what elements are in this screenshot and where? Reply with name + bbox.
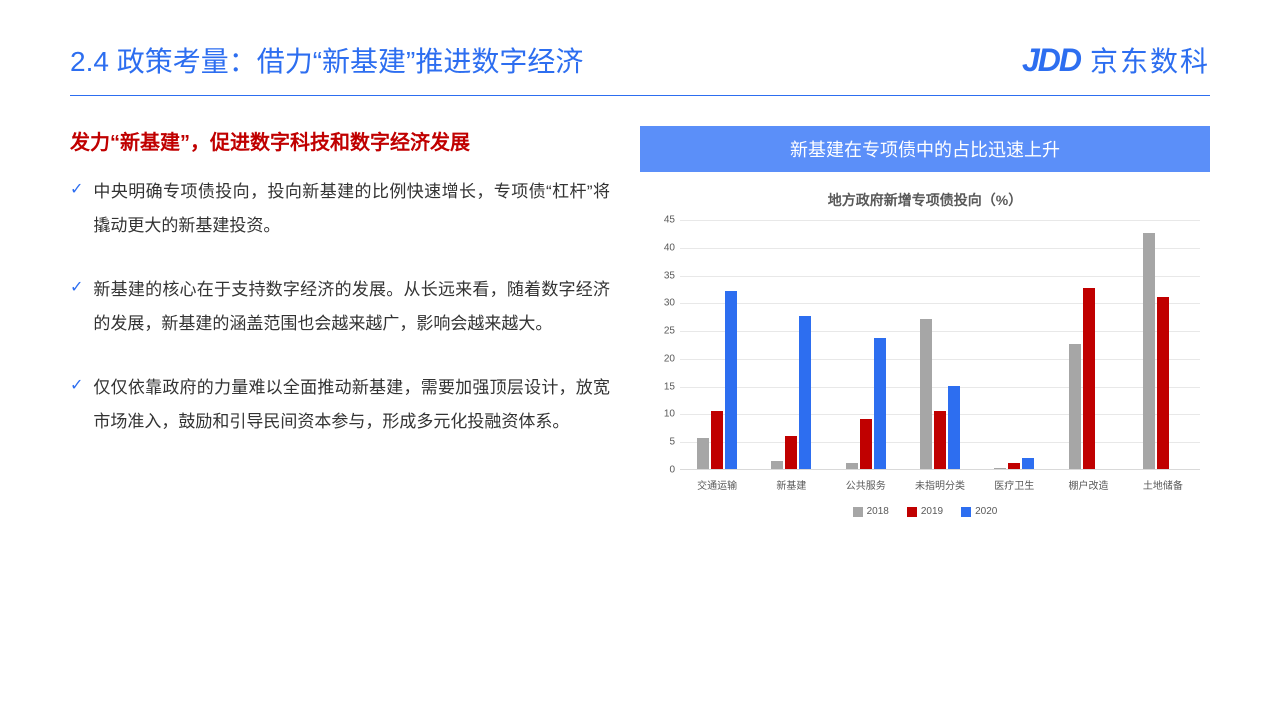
bullet-item: ✓ 中央明确专项债投向，投向新基建的比例快速增长，专项债“杠杆”将撬动更大的新基建… [70, 175, 610, 243]
bar [874, 338, 886, 469]
bar-group [829, 338, 903, 469]
bullet-text: 中央明确专项债投向，投向新基建的比例快速增长，专项债“杠杆”将撬动更大的新基建投… [93, 175, 610, 243]
bar [785, 436, 797, 469]
x-label: 医疗卫生 [977, 477, 1051, 492]
bar-group [903, 319, 977, 469]
bar [799, 316, 811, 469]
check-icon: ✓ [70, 375, 83, 395]
x-label: 交通运输 [680, 477, 754, 492]
bar [1157, 297, 1169, 469]
legend-item: 2018 [853, 506, 889, 517]
bar [934, 411, 946, 469]
bar [1069, 344, 1081, 469]
bar-group [754, 316, 828, 469]
chart-title: 地方政府新增专项债投向（%） [640, 190, 1210, 210]
y-tick: 10 [664, 409, 675, 420]
bar [1022, 458, 1034, 469]
x-label: 新基建 [754, 477, 828, 492]
y-tick: 30 [664, 298, 675, 309]
bar [948, 386, 960, 469]
bar [846, 463, 858, 469]
bar-group [977, 458, 1051, 469]
legend-item: 2020 [961, 506, 997, 517]
y-tick: 25 [664, 326, 675, 337]
x-label: 棚户改造 [1051, 477, 1125, 492]
bullet-item: ✓ 新基建的核心在于支持数字经济的发展。从长远来看，随着数字经济的发展，新基建的涵… [70, 273, 610, 341]
chart-banner: 新基建在专项债中的占比迅速上升 [640, 126, 1210, 172]
logo-text: 京东数科 [1090, 40, 1210, 80]
y-tick: 45 [664, 215, 675, 226]
legend-swatch-icon [907, 507, 917, 517]
chart-column: 新基建在专项债中的占比迅速上升 地方政府新增专项债投向（%） 051015202… [640, 126, 1210, 517]
bar-chart: 051015202530354045 交通运输新基建公共服务未指明分类医疗卫生棚… [680, 220, 1200, 500]
legend-label: 2018 [867, 506, 889, 517]
bar [1008, 463, 1020, 469]
bar-group [680, 291, 754, 469]
bar [920, 319, 932, 469]
bar [697, 438, 709, 469]
bar [1083, 288, 1095, 469]
x-label: 土地储备 [1126, 477, 1200, 492]
legend-item: 2019 [907, 506, 943, 517]
y-tick: 15 [664, 381, 675, 392]
check-icon: ✓ [70, 277, 83, 297]
legend-swatch-icon [961, 507, 971, 517]
bar-group [1126, 233, 1200, 469]
y-tick: 5 [669, 437, 675, 448]
y-tick: 0 [669, 465, 675, 476]
bullet-item: ✓ 仅仅依靠政府的力量难以全面推动新基建，需要加强顶层设计，放宽市场准入，鼓励和引… [70, 371, 610, 439]
bullet-text: 仅仅依靠政府的力量难以全面推动新基建，需要加强顶层设计，放宽市场准入，鼓励和引导… [93, 371, 610, 439]
legend-label: 2019 [921, 506, 943, 517]
bullet-text: 新基建的核心在于支持数字经济的发展。从长远来看，随着数字经济的发展，新基建的涵盖… [93, 273, 610, 341]
bar [860, 419, 872, 469]
logo: JDD 京东数科 [1022, 40, 1210, 80]
subtitle: 发力“新基建”，促进数字科技和数字经济发展 [70, 126, 610, 155]
y-tick: 35 [664, 270, 675, 281]
page-title: 2.4 政策考量：借力“新基建”推进数字经济 [70, 40, 583, 80]
chart-legend: 2018 2019 2020 [640, 506, 1210, 517]
x-label: 未指明分类 [903, 477, 977, 492]
bar [711, 411, 723, 469]
x-label: 公共服务 [829, 477, 903, 492]
bar [1143, 233, 1155, 469]
y-tick: 20 [664, 353, 675, 364]
bar [725, 291, 737, 469]
check-icon: ✓ [70, 179, 83, 199]
y-tick: 40 [664, 242, 675, 253]
bar-group [1051, 288, 1125, 469]
text-column: 发力“新基建”，促进数字科技和数字经济发展 ✓ 中央明确专项债投向，投向新基建的比… [70, 126, 610, 517]
legend-swatch-icon [853, 507, 863, 517]
logo-mark-icon: JDD [1022, 42, 1080, 79]
legend-label: 2020 [975, 506, 997, 517]
bar [771, 461, 783, 469]
bar [994, 468, 1006, 469]
